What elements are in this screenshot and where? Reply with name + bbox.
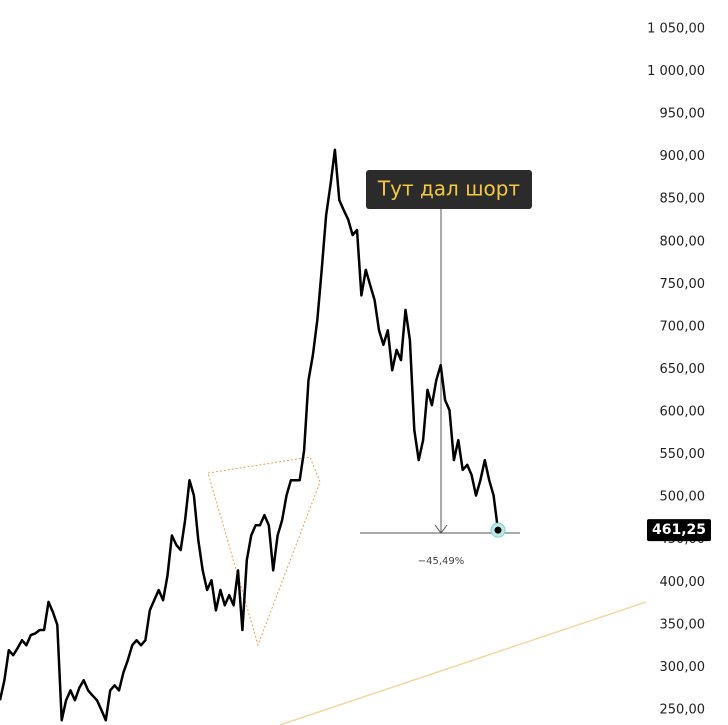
triangle-drawing: [207, 456, 321, 647]
trend-line: [279, 601, 647, 725]
measure-arrow: [434, 524, 448, 534]
y-tick-label: 500,00: [660, 490, 706, 505]
last-point: [494, 526, 502, 534]
y-tick-label: 350,00: [660, 617, 706, 632]
y-tick-label: 550,00: [660, 447, 706, 462]
price-label-box: [647, 519, 711, 542]
price-label: 461,25: [652, 522, 706, 538]
price-line: [0, 148, 500, 722]
annotation-text: Тут дал шорт: [377, 177, 521, 201]
measure-label: −45,49%: [418, 556, 465, 567]
y-tick-label: 800,00: [660, 234, 706, 249]
annotation-box: [366, 170, 532, 209]
y-tick-label: 1 050,00: [647, 21, 705, 36]
y-tick-label: 600,00: [660, 405, 706, 420]
y-tick-label: 850,00: [660, 192, 706, 207]
y-tick-label: 700,00: [660, 319, 706, 334]
y-tick-label: 650,00: [660, 362, 706, 377]
y-tick-label: 400,00: [660, 575, 706, 590]
y-tick-label: 1 000,00: [647, 64, 705, 79]
y-tick-label: 250,00: [660, 703, 706, 718]
y-tick-label: 750,00: [660, 277, 706, 292]
y-tick-label: 900,00: [660, 149, 706, 164]
y-tick-label: 300,00: [660, 660, 706, 675]
y-tick-label: 950,00: [660, 107, 706, 122]
